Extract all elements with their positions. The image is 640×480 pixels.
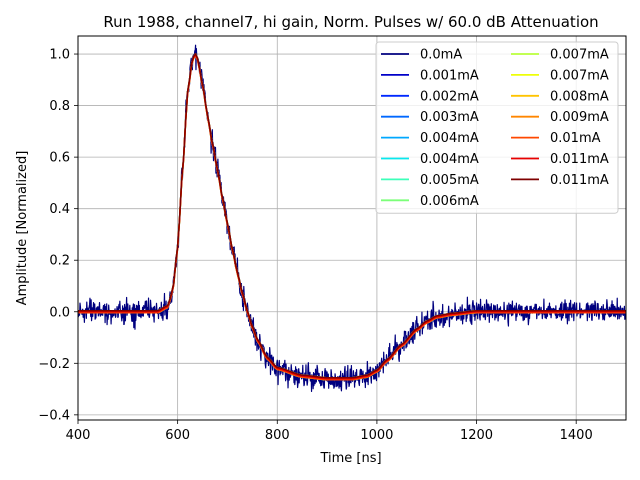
legend: 0.0mA 0.001mA 0.002mA 0.003mA 0.004mA 0.004mA… (375, 41, 619, 214)
legend-label: 0.009mA (550, 110, 609, 125)
x-tick-label: 600 (165, 428, 190, 443)
legend-label: 0.007mA (550, 68, 609, 83)
y-axis-label: Amplitude [Normalized] (15, 151, 30, 306)
x-axis: 400 600 800 1000 1200 1400 (66, 420, 593, 443)
legend-label: 0.006mA (420, 194, 479, 209)
y-tick-label: 0.6 (49, 151, 70, 166)
legend-label: 0.001mA (420, 68, 479, 83)
legend-label: 0.004mA (420, 131, 479, 146)
legend-label: 0.01mA (550, 131, 601, 146)
x-tick-label: 400 (66, 428, 91, 443)
y-tick-label: −0.2 (38, 357, 70, 372)
plot-area (78, 44, 626, 393)
legend-box (375, 41, 619, 214)
x-tick-label: 1200 (460, 428, 493, 443)
y-tick-label: 1.0 (49, 48, 70, 63)
x-tick-label: 1000 (360, 428, 393, 443)
x-tick-label: 1400 (560, 428, 593, 443)
x-tick-label: 800 (265, 428, 290, 443)
legend-label: 0.007mA (550, 48, 609, 63)
legend-label: 0.011mA (550, 152, 609, 167)
legend-label: 0.004mA (420, 152, 479, 167)
legend-label: 0.003mA (420, 110, 479, 125)
axes-frame (77, 35, 627, 421)
y-tick-label: 0.2 (49, 254, 70, 269)
y-tick-label: 0.8 (49, 99, 70, 114)
y-tick-label: 0.4 (49, 202, 70, 217)
legend-label: 0.002mA (420, 89, 479, 104)
legend-label: 0.011mA (550, 173, 609, 188)
series-line (78, 53, 626, 379)
legend-label: 0.0mA (420, 48, 462, 63)
y-tick-label: −0.4 (38, 408, 70, 423)
y-tick-label: 0.0 (49, 305, 70, 320)
chart-title: Run 1988, channel7, hi gain, Norm. Pulse… (103, 13, 598, 31)
legend-label: 0.005mA (420, 173, 479, 188)
x-axis-label: Time [ns] (319, 451, 381, 466)
legend-label: 0.008mA (550, 89, 609, 104)
y-axis: −0.4 −0.2 0.0 0.2 0.4 0.6 0.8 1.0 (38, 48, 78, 423)
